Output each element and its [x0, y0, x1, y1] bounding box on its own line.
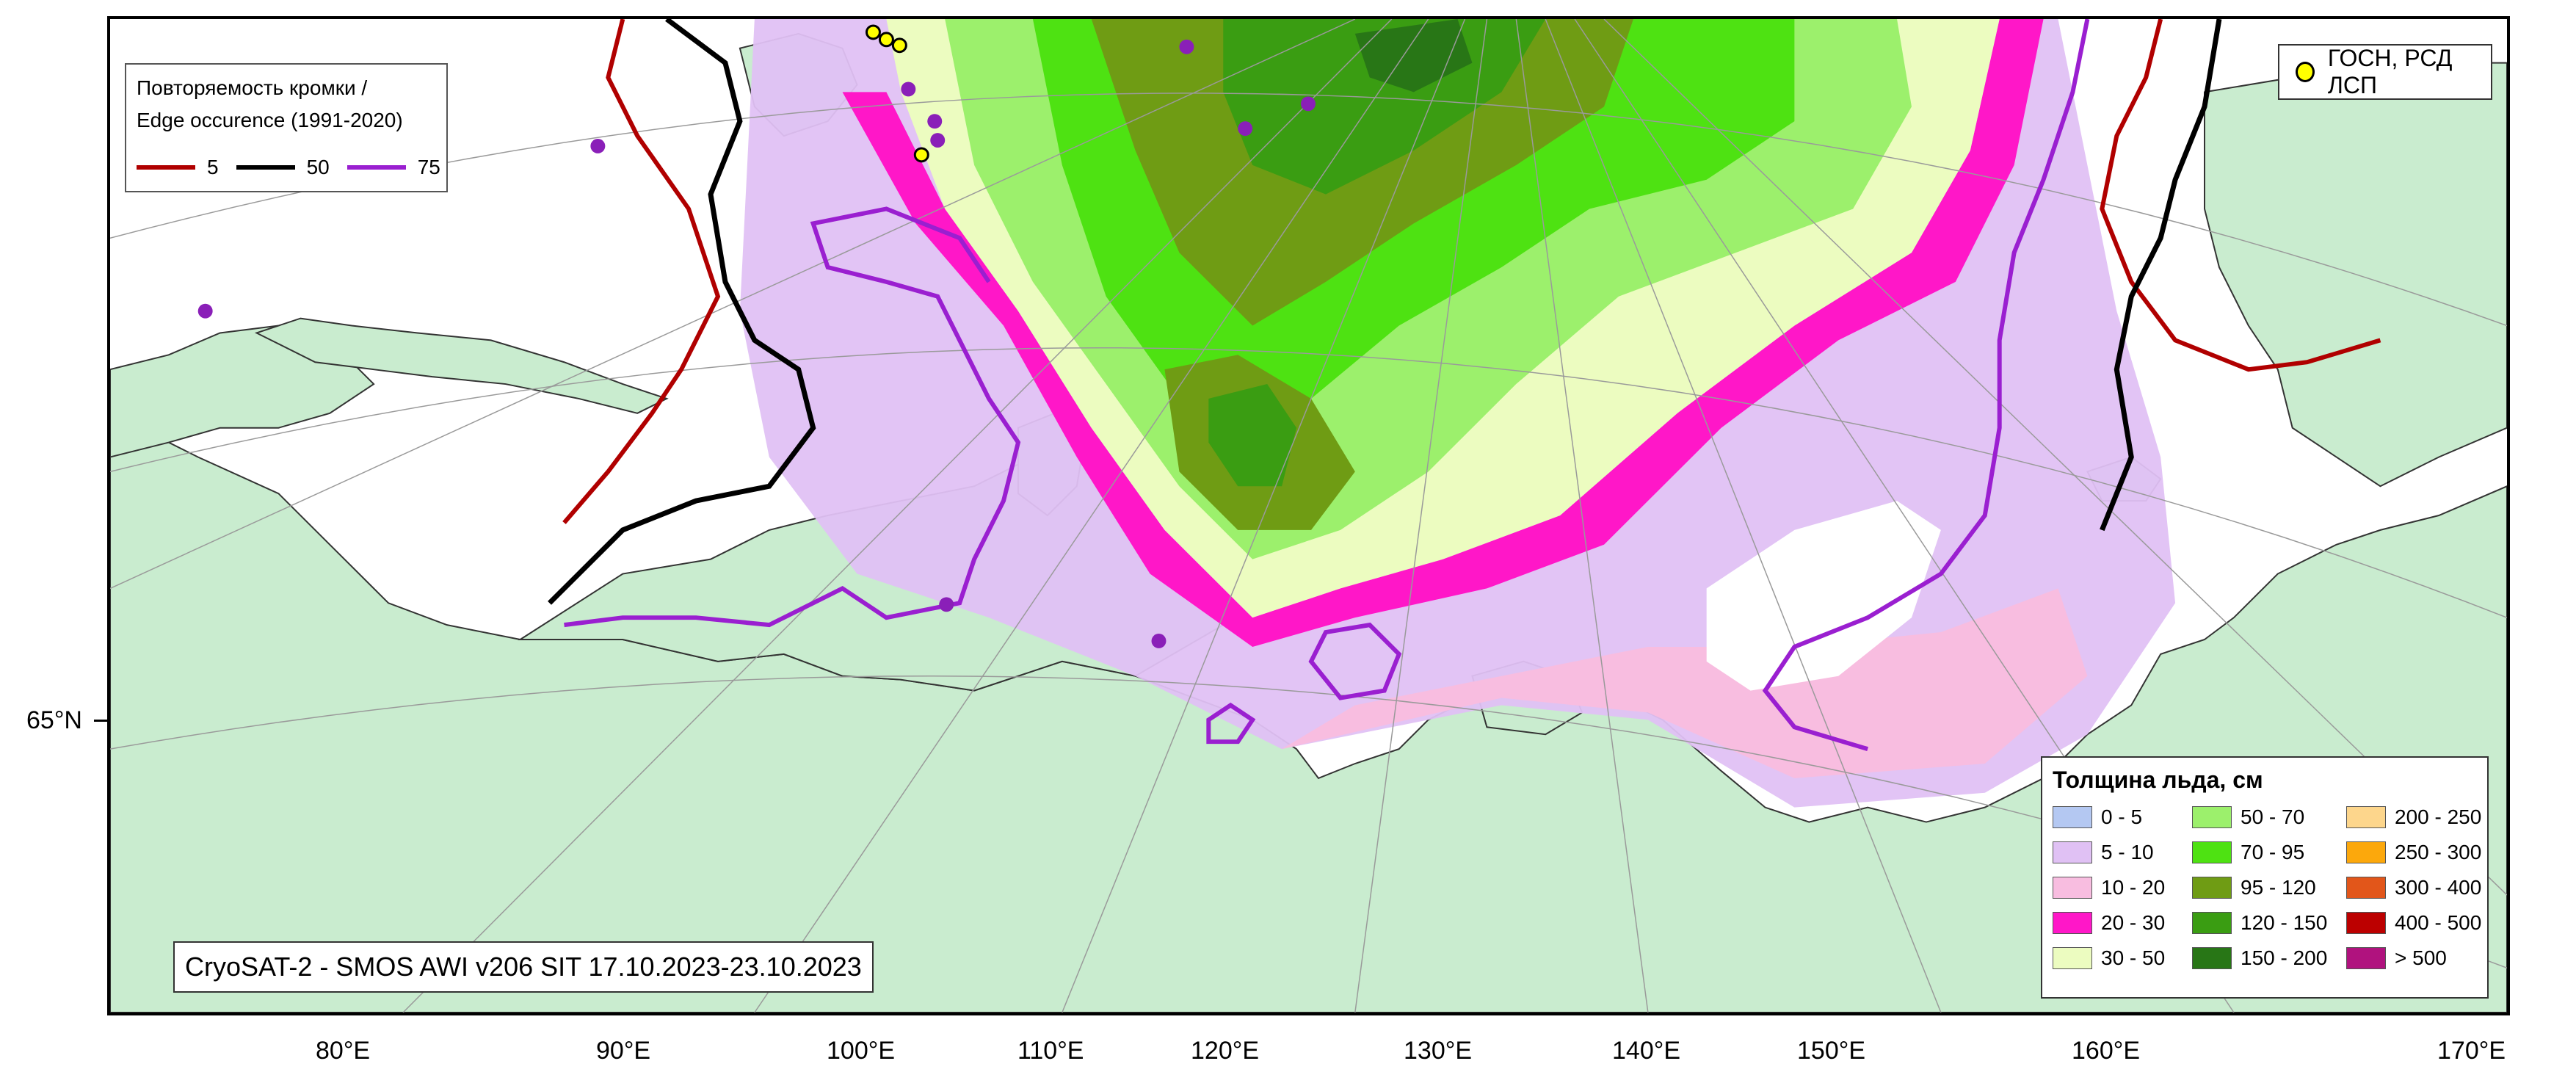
thickness-swatch: [2346, 841, 2386, 863]
thickness-swatch: [2346, 877, 2386, 899]
edge-legend-label-50: 50: [306, 156, 330, 178]
thickness-class: 5 - 10: [2053, 839, 2192, 866]
edge-line-75pct-loop2: [1206, 702, 1256, 745]
lat-tick: [94, 720, 107, 722]
thickness-class: > 500: [2346, 945, 2486, 971]
thickness-label: 300 - 400: [2395, 876, 2482, 899]
thickness-label: 200 - 250: [2395, 805, 2482, 828]
thickness-class: 70 - 95: [2192, 839, 2346, 866]
thickness-label: 20 - 30: [2101, 911, 2166, 934]
ice-thickness-legend: Толщина льда, см 0 - 5 5 - 10 10 - 20 20…: [2041, 756, 2489, 999]
thickness-label: 120 - 150: [2241, 911, 2328, 934]
edge-legend-title-ru: Повторяемость кромки /: [137, 76, 368, 99]
edge-line-50pct-east: [2100, 19, 2222, 532]
observation-marker-icon: [2296, 62, 2315, 82]
thickness-class: 400 - 500: [2346, 910, 2486, 936]
thickness-class: 10 - 20: [2053, 874, 2192, 901]
thickness-class: 150 - 200: [2192, 945, 2346, 971]
thickness-swatch: [2346, 806, 2386, 828]
lon-label-80: 80°E: [316, 1037, 371, 1065]
thickness-class: 0 - 5: [2053, 804, 2192, 830]
lon-label-90: 90°E: [596, 1037, 651, 1065]
thickness-label: 150 - 200: [2241, 946, 2328, 969]
edge-legend-line-75: [347, 165, 406, 170]
observation-points: [865, 24, 929, 163]
thickness-swatch: [2192, 841, 2232, 863]
thickness-class: 50 - 70: [2192, 804, 2346, 830]
lon-label-110: 110°E: [1017, 1037, 1084, 1065]
lon-label-100: 100°E: [827, 1037, 896, 1065]
thickness-label: 95 - 120: [2241, 876, 2316, 899]
thickness-swatch: [2192, 877, 2232, 899]
thickness-class: 30 - 50: [2053, 945, 2192, 971]
lon-label-150: 150°E: [1797, 1037, 1866, 1065]
thickness-label: 400 - 500: [2395, 911, 2482, 934]
lon-label-170: 170°E: [2437, 1037, 2506, 1065]
edge-line-75pct: [564, 206, 1021, 628]
thickness-label: 5 - 10: [2101, 841, 2154, 863]
thickness-swatch: [2053, 806, 2092, 828]
thickness-label: 70 - 95: [2241, 841, 2305, 863]
edge-legend-label-75: 75: [417, 156, 440, 178]
edge-legend-line-50: [236, 165, 295, 170]
lon-label-130: 130°E: [1404, 1037, 1473, 1065]
edge-line-50pct: [548, 19, 816, 605]
thickness-swatch: [2346, 947, 2386, 969]
thickness-label: 30 - 50: [2101, 946, 2166, 969]
thickness-legend-grid: 0 - 5 5 - 10 10 - 20 20 - 30 30 - 50 50 …: [2053, 804, 2481, 971]
lon-label-120: 120°E: [1191, 1037, 1260, 1065]
map-canvas: [110, 19, 2507, 1013]
observation-legend: ГОСН, РСД ЛСП: [2278, 44, 2492, 100]
thickness-swatch: [2192, 947, 2232, 969]
edge-line-75pct-east: [1762, 19, 2090, 751]
thickness-swatch: [2053, 877, 2092, 899]
thickness-class: 200 - 250: [2346, 804, 2486, 830]
lon-label-160: 160°E: [2072, 1037, 2141, 1065]
thickness-class: 95 - 120: [2192, 874, 2346, 901]
thickness-label: 10 - 20: [2101, 876, 2166, 899]
thickness-class: 120 - 150: [2192, 910, 2346, 936]
thickness-swatch: [2192, 806, 2232, 828]
edge-station-points: [197, 39, 1316, 648]
sea-ice-thickness-map[interactable]: [107, 16, 2510, 1015]
thickness-label: > 500: [2395, 946, 2447, 969]
lon-label-140: 140°E: [1612, 1037, 1681, 1065]
edge-legend-label-5: 5: [207, 156, 219, 178]
thickness-class: 250 - 300: [2346, 839, 2486, 866]
data-source-caption: CryoSAT-2 - SMOS AWI v206 SIT 17.10.2023…: [173, 941, 874, 993]
edge-legend-title-en: Edge occurence (1991-2020): [137, 109, 403, 131]
thickness-legend-title: Толщина льда, см: [2053, 767, 2263, 793]
novaya-zemlya-land: [254, 317, 669, 414]
thickness-label: 250 - 300: [2395, 841, 2482, 863]
observation-legend-label: ГОСН, РСД ЛСП: [2327, 45, 2453, 98]
ice-thickness-field: [739, 19, 2176, 808]
edge-line-5pct: [562, 19, 721, 524]
edge-line-5pct-east: [2100, 19, 2381, 372]
edge-legend-items: 5 50 75: [137, 156, 458, 179]
thickness-swatch: [2053, 912, 2092, 934]
edge-legend-line-5: [137, 165, 195, 170]
edge-line-75pct-loop: [1308, 622, 1402, 700]
lat-label-65: 65°N: [26, 706, 82, 734]
thickness-label: 0 - 5: [2101, 805, 2143, 828]
thickness-swatch: [2053, 947, 2092, 969]
thickness-swatch: [2053, 841, 2092, 863]
thickness-swatch: [2192, 912, 2232, 934]
thickness-class: 20 - 30: [2053, 910, 2192, 936]
thickness-class: 300 - 400: [2346, 874, 2486, 901]
edge-occurrence-legend: Повторяемость кромки / Edge occurence (1…: [125, 63, 448, 192]
thickness-swatch: [2346, 912, 2386, 934]
thickness-label: 50 - 70: [2241, 805, 2305, 828]
